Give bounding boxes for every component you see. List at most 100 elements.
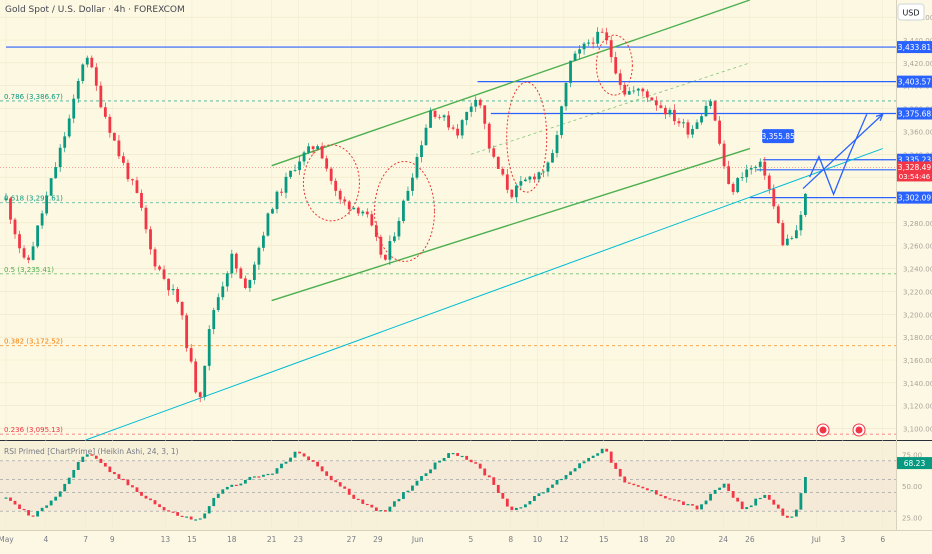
cyan-trendline[interactable] bbox=[85, 148, 883, 441]
candle bbox=[185, 313, 189, 352]
candle bbox=[36, 225, 40, 249]
candle-body bbox=[9, 198, 12, 220]
rsi-candle bbox=[289, 457, 292, 462]
candle-body bbox=[85, 57, 89, 65]
candle bbox=[700, 113, 703, 125]
candle-body bbox=[564, 82, 568, 107]
currency-button[interactable]: USD bbox=[897, 3, 925, 21]
candle-body bbox=[663, 107, 667, 115]
rsi-candle bbox=[677, 499, 681, 502]
candle-body bbox=[415, 157, 419, 178]
candle-body bbox=[691, 128, 694, 135]
candle-body bbox=[451, 127, 455, 129]
rsi-candle bbox=[94, 455, 98, 459]
candle-body bbox=[248, 279, 252, 288]
rsi-candle bbox=[749, 505, 753, 508]
rsi-candle bbox=[673, 499, 676, 501]
candle-body bbox=[542, 171, 545, 173]
candle bbox=[654, 96, 658, 111]
candle bbox=[81, 63, 85, 84]
calendar-event-icon[interactable] bbox=[816, 423, 830, 437]
rsi-candle bbox=[695, 505, 699, 510]
rsi-candle bbox=[126, 479, 130, 486]
candle bbox=[718, 116, 721, 146]
candle bbox=[713, 100, 717, 122]
candle-body bbox=[162, 269, 166, 279]
candle-body bbox=[523, 179, 527, 182]
rsi-candle bbox=[122, 478, 125, 481]
up-arrow-line[interactable] bbox=[802, 113, 884, 190]
rsi-candle bbox=[605, 448, 609, 452]
candle bbox=[280, 188, 283, 196]
candle-body bbox=[347, 201, 351, 210]
candle-body bbox=[605, 32, 609, 41]
candle bbox=[252, 261, 256, 285]
rsi-candle bbox=[216, 493, 220, 498]
price-tick-label: 3,160.00 bbox=[903, 357, 932, 365]
candle bbox=[523, 177, 527, 182]
up-arrow-head bbox=[875, 113, 884, 122]
candle-body bbox=[785, 238, 789, 246]
candle-body bbox=[654, 100, 658, 106]
candle bbox=[131, 178, 134, 186]
candle bbox=[731, 182, 735, 196]
candle bbox=[212, 307, 216, 335]
candle bbox=[451, 124, 455, 131]
fib-level-label: 0.236 (3,095.13) bbox=[4, 426, 63, 434]
rsi-candle bbox=[13, 500, 17, 505]
candle bbox=[153, 247, 157, 271]
candle-body bbox=[740, 177, 744, 179]
candle bbox=[415, 153, 419, 180]
candle bbox=[614, 51, 618, 75]
candle bbox=[483, 105, 487, 130]
rsi-candle bbox=[302, 453, 306, 457]
rsi-candle bbox=[388, 506, 392, 512]
candle bbox=[799, 211, 803, 236]
candle-body bbox=[67, 118, 71, 137]
rsi-candle bbox=[298, 451, 301, 454]
current-price-tag-bg bbox=[897, 161, 932, 182]
candle bbox=[785, 234, 789, 246]
rsi-candle bbox=[758, 497, 762, 500]
rsi-candle bbox=[794, 509, 798, 517]
price-tick-label: 3,120.00 bbox=[903, 403, 932, 411]
price-level-tag-text: 3,302.09 bbox=[898, 194, 932, 203]
candle bbox=[162, 265, 166, 281]
rsi-candle bbox=[650, 490, 654, 492]
rsi-candle bbox=[63, 483, 67, 492]
rsi-candle bbox=[663, 496, 667, 499]
rsi-candle bbox=[343, 486, 347, 489]
rsi-candle bbox=[483, 468, 487, 476]
candle bbox=[370, 210, 374, 227]
candle bbox=[433, 110, 437, 119]
rsi-candle bbox=[108, 466, 112, 473]
candle-body bbox=[144, 207, 148, 230]
candle bbox=[645, 89, 649, 103]
projection-path[interactable] bbox=[809, 114, 868, 197]
fib-level-label: 0.5 (3,235.41) bbox=[4, 266, 54, 274]
rsi-candle bbox=[537, 493, 541, 496]
candle-body bbox=[686, 122, 690, 135]
curve-annotation bbox=[302, 144, 360, 222]
candle-body bbox=[474, 99, 478, 107]
candle-body bbox=[203, 365, 207, 397]
calendar-event-icon[interactable] bbox=[852, 423, 866, 437]
candle-body bbox=[645, 91, 649, 98]
channel-upper-line[interactable] bbox=[271, 0, 751, 167]
candle bbox=[248, 279, 252, 292]
candle-body bbox=[546, 162, 550, 172]
channel-lower-line[interactable] bbox=[271, 147, 751, 302]
rsi-candle bbox=[406, 490, 410, 493]
candle-body bbox=[243, 278, 247, 288]
candle bbox=[505, 168, 509, 194]
rsi-candle bbox=[72, 469, 76, 478]
candle-body bbox=[374, 225, 378, 237]
candle bbox=[447, 111, 451, 131]
candle-body bbox=[252, 264, 256, 280]
rsi-candle bbox=[225, 486, 229, 490]
candle bbox=[257, 246, 261, 270]
rsi-candle bbox=[420, 476, 423, 481]
candle bbox=[22, 245, 26, 260]
